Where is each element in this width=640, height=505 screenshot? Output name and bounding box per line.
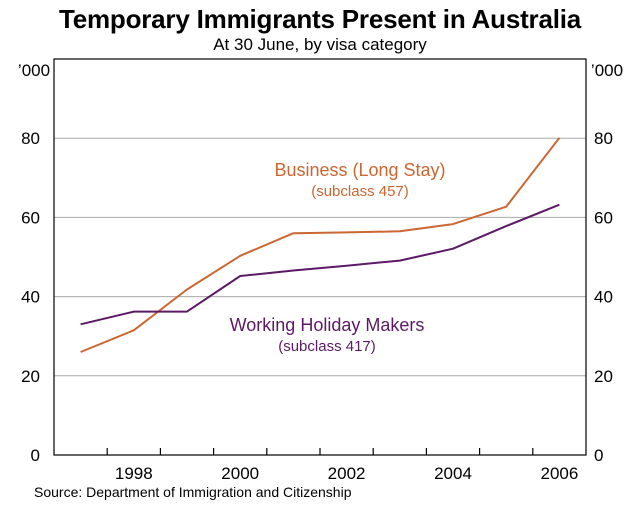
y-tick-label-right: 40 [594,288,613,307]
x-tick-label: 1998 [115,464,153,483]
y-tick-label-left: 60 [21,208,40,227]
x-tick-label: 2000 [221,464,259,483]
x-axis-labels: 1998 2000 2002 2004 2006 [115,464,578,483]
series-sublabel-business: (subclass 457) [311,183,409,200]
x-tick-label: 2006 [540,464,578,483]
chart-subtitle: At 30 June, by visa category [213,35,427,54]
series-label-working-holiday: Working Holiday Makers [230,315,425,335]
y-tick-label-right: 60 [594,208,613,227]
y-tick-label-right: 20 [594,367,613,386]
plot-frame [53,58,587,456]
y-axis-left-unit: ’000 [18,61,50,80]
x-axis-ticks [106,448,534,455]
y-tick-label-left: 80 [21,129,40,148]
y-axis-right-unit: ’000 [591,61,623,80]
series-lines [80,137,561,353]
series-label-business: Business (Long Stay) [274,160,445,180]
x-tick-label: 2004 [434,464,472,483]
x-tick-label: 2002 [328,464,366,483]
series-line-working-holiday [80,203,560,326]
series-line-business [80,137,561,353]
chart-title: Temporary Immigrants Present in Australi… [58,4,582,34]
y-tick-label-left: 0 [31,446,40,465]
series-sublabel-working-holiday: (subclass 417) [278,338,376,355]
y-tick-label-right: 80 [594,129,613,148]
y-tick-label-left: 40 [21,288,40,307]
y-tick-label-right: 0 [594,446,603,465]
y-axis-left-labels: 0 20 40 60 80 [21,129,40,465]
y-tick-label-left: 20 [21,367,40,386]
chart-source-note: Source: Department of Immigration and Ci… [34,484,352,500]
y-axis-right-labels: 0 20 40 60 80 [594,129,613,465]
